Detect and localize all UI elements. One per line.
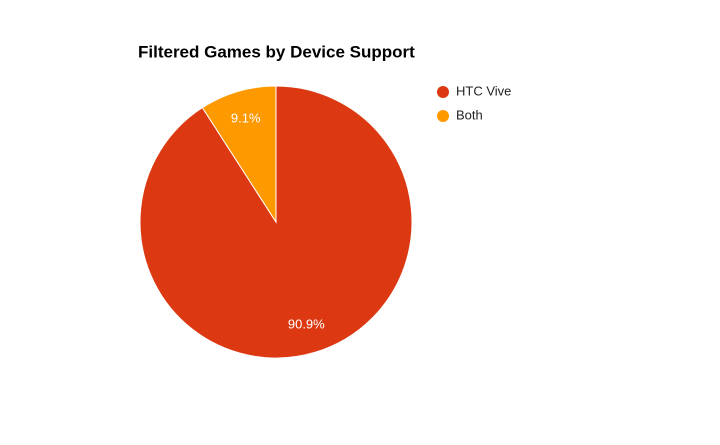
pie-slice bbox=[201, 85, 277, 224]
legend-label: Both bbox=[456, 107, 483, 122]
legend-marker bbox=[437, 110, 449, 122]
legend-marker bbox=[437, 86, 449, 98]
legend-label: HTC Vive bbox=[456, 83, 511, 98]
slice-label: 9.1% bbox=[231, 110, 261, 125]
chart-title: Filtered Games by Device Support bbox=[138, 42, 415, 61]
slice-label: 90.9% bbox=[288, 317, 325, 332]
